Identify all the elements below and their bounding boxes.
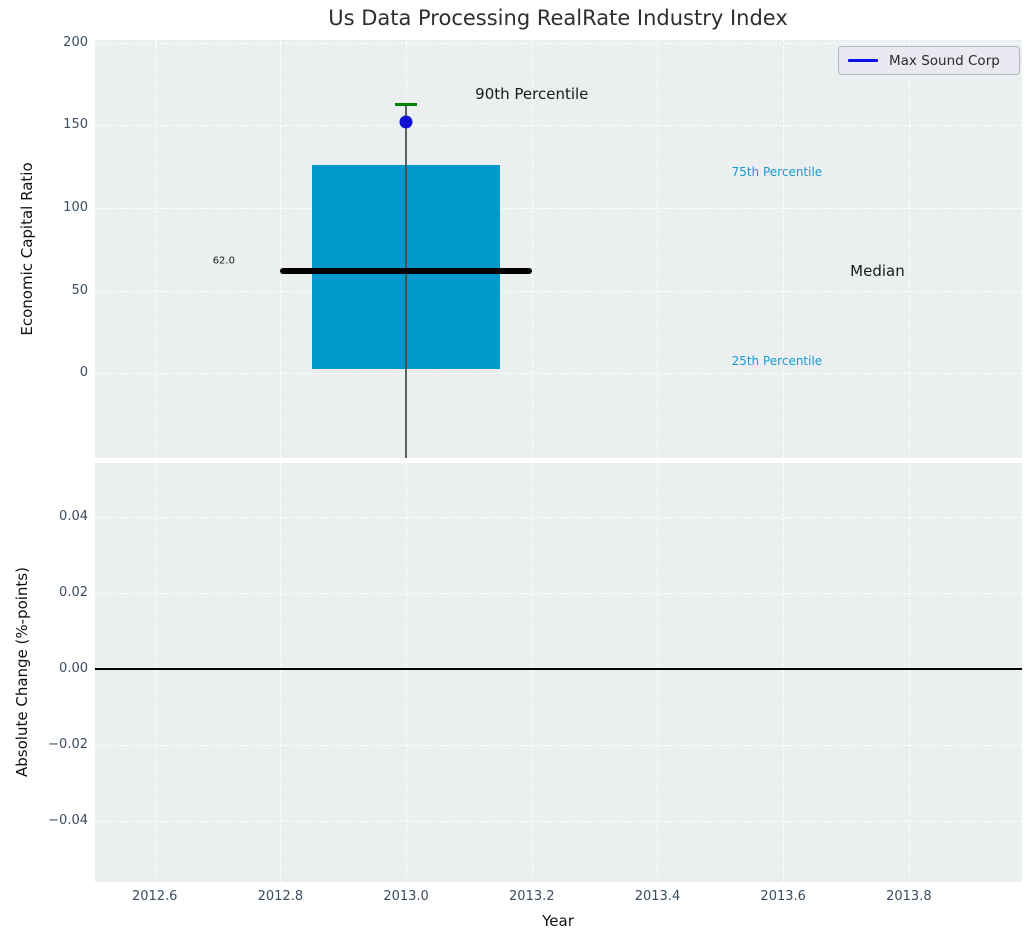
annotation-75th-percentile: 75th Percentile <box>731 164 823 179</box>
gridline <box>95 744 1022 746</box>
boxplot-median-line <box>280 267 532 274</box>
x-tick-label: 2013.8 <box>886 889 932 904</box>
y-tick-label: 0.02 <box>59 584 88 600</box>
gridline <box>95 207 1022 209</box>
y-tick-label: 0.00 <box>59 660 88 676</box>
legend-label: Max Sound Corp <box>889 52 1000 69</box>
gridline <box>908 463 910 882</box>
y-tick-label: −0.02 <box>48 736 88 752</box>
annotation-25th-percentile: 25th Percentile <box>731 354 823 369</box>
annotation-median: Median <box>850 261 905 280</box>
annotation-90th-percentile: 90th Percentile <box>475 85 589 104</box>
gridline <box>783 40 785 458</box>
gridline <box>154 463 156 882</box>
x-tick-label: 2013.6 <box>760 889 806 904</box>
gridline <box>95 516 1022 518</box>
y-tick-label: 50 <box>71 282 88 298</box>
gridline <box>95 42 1022 44</box>
boxplot-whisker-line <box>405 104 408 458</box>
gridline <box>95 592 1022 594</box>
gridline <box>531 463 533 882</box>
y-tick-label: 150 <box>63 117 88 133</box>
legend: Max Sound Corp <box>838 46 1020 75</box>
gridline <box>783 463 785 882</box>
x-tick-label: 2013.2 <box>509 889 555 904</box>
boxplot-90th-percentile-cap <box>394 102 418 106</box>
gridline <box>95 125 1022 127</box>
plot-area-bottom <box>95 463 1022 882</box>
chart-title: Us Data Processing RealRate Industry Ind… <box>328 6 788 30</box>
y-tick-label: 0 <box>79 365 88 380</box>
gridline <box>406 463 408 882</box>
x-tick-label: 2012.6 <box>131 889 178 904</box>
gridline <box>908 40 910 458</box>
gridline <box>531 40 533 458</box>
x-tick-label: 2013.4 <box>634 889 681 904</box>
y-tick-label: 100 <box>63 199 88 215</box>
y-tick-label: 0.04 <box>59 508 88 524</box>
gridline <box>95 290 1022 292</box>
zero-change-line <box>95 667 1022 670</box>
x-axis-label: Year <box>542 912 574 930</box>
gridline <box>95 820 1022 822</box>
y-tick-label: −0.04 <box>48 812 88 828</box>
annotation-62-0: 62.0 <box>212 255 235 267</box>
gridline <box>154 40 156 458</box>
gridline <box>657 463 659 882</box>
x-tick-label: 2013.0 <box>383 889 429 904</box>
gridline <box>280 463 282 882</box>
data-point-max-sound-corp <box>399 115 413 129</box>
x-tick-label: 2012.8 <box>257 889 304 904</box>
legend-line-icon <box>848 59 878 62</box>
gridline <box>280 40 282 458</box>
gridline <box>95 373 1022 374</box>
plot-area-top: 90th Percentile 75th Percentile Median 25th… <box>95 40 1022 458</box>
gridline <box>657 40 659 458</box>
y-axis-label-top: Economic Capital Ratio <box>18 162 36 336</box>
y-tick-label: 200 <box>63 34 88 50</box>
